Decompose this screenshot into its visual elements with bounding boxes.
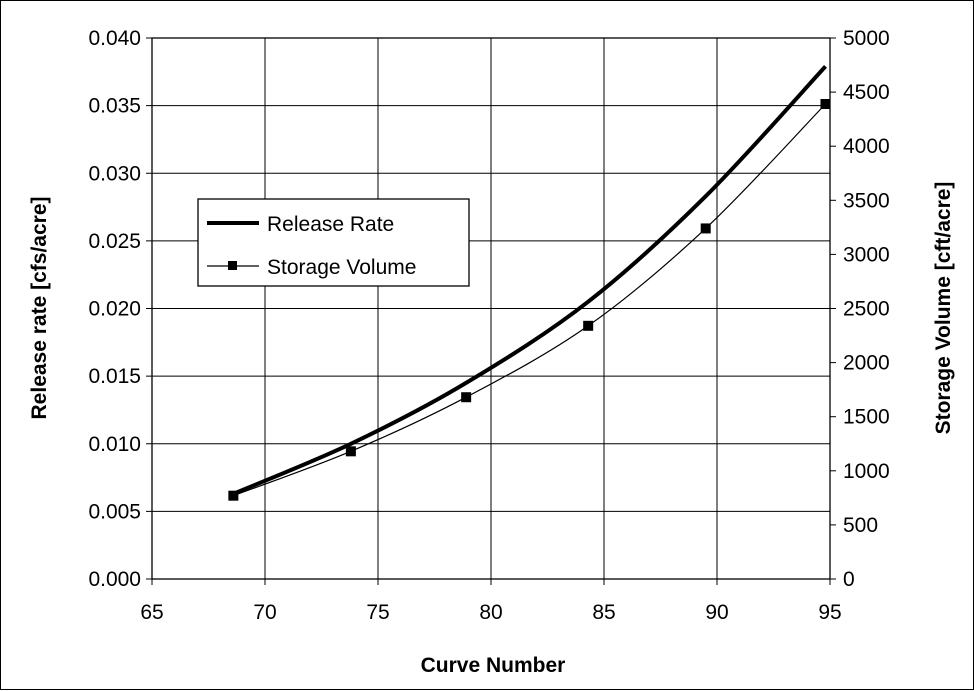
y-axis-left-title: Release rate [cfs/acre] bbox=[28, 197, 51, 420]
y-left-tick-label: 0.030 bbox=[88, 162, 141, 185]
storage-volume-point bbox=[461, 392, 472, 403]
y-right-tick-label: 3500 bbox=[843, 189, 890, 212]
x-tick-label: 90 bbox=[705, 601, 728, 624]
tick-labels: 65 70 75 80 85 90 95 0.000 0.005 0.010 0.015 0.020 0… bbox=[88, 27, 889, 624]
storage-volume-point bbox=[820, 99, 831, 110]
y-left-tick-label: 0.025 bbox=[88, 230, 141, 253]
x-axis-title: Curve Number bbox=[421, 654, 566, 677]
y-right-tick-label: 0 bbox=[843, 568, 855, 591]
grid bbox=[152, 38, 830, 579]
y-right-tick-label: 2000 bbox=[843, 352, 890, 375]
legend-storage-volume-label: Storage Volume bbox=[267, 256, 416, 279]
y-left-tick-label: 0.000 bbox=[88, 568, 141, 591]
legend-storage-volume-marker bbox=[228, 261, 237, 270]
y-left-tick-label: 0.035 bbox=[88, 95, 141, 118]
y-axis-right-title: Storage Volume [cft/acre] bbox=[932, 182, 955, 435]
release-rate-line bbox=[232, 65, 827, 496]
series-layer bbox=[228, 65, 831, 501]
x-tick-label: 85 bbox=[592, 601, 615, 624]
y-right-tick-label: 4000 bbox=[843, 135, 890, 158]
storage-volume-line bbox=[233, 103, 826, 497]
x-tick-label: 65 bbox=[140, 601, 163, 624]
y-left-tick-label: 0.005 bbox=[88, 500, 141, 523]
y-right-tick-label: 3000 bbox=[843, 243, 890, 266]
y-right-tick-label: 1000 bbox=[843, 460, 890, 483]
axes bbox=[146, 37, 836, 585]
y-right-tick-label: 4500 bbox=[843, 81, 890, 104]
storage-volume-point bbox=[700, 223, 711, 234]
legend-release-rate-label: Release Rate bbox=[267, 213, 394, 236]
x-tick-label: 80 bbox=[479, 601, 502, 624]
x-tick-label: 75 bbox=[366, 601, 389, 624]
y-left-tick-label: 0.015 bbox=[88, 365, 141, 388]
y-left-tick-label: 0.010 bbox=[88, 433, 141, 456]
y-right-tick-label: 1500 bbox=[843, 406, 890, 429]
y-left-tick-label: 0.020 bbox=[88, 298, 141, 321]
storage-volume-point bbox=[583, 320, 594, 331]
x-tick-label: 95 bbox=[818, 601, 841, 624]
x-tick-label: 70 bbox=[253, 601, 276, 624]
storage-volume-point bbox=[228, 490, 239, 501]
y-right-tick-label: 500 bbox=[843, 514, 878, 537]
legend: Release Rate Storage Volume bbox=[197, 198, 470, 287]
y-right-tick-label: 5000 bbox=[843, 27, 890, 50]
legend-box bbox=[197, 198, 470, 287]
plot-area-border bbox=[151, 37, 831, 580]
y-left-tick-label: 0.040 bbox=[88, 27, 141, 50]
storage-volume-point bbox=[345, 446, 356, 457]
y-right-tick-label: 2500 bbox=[843, 298, 890, 321]
